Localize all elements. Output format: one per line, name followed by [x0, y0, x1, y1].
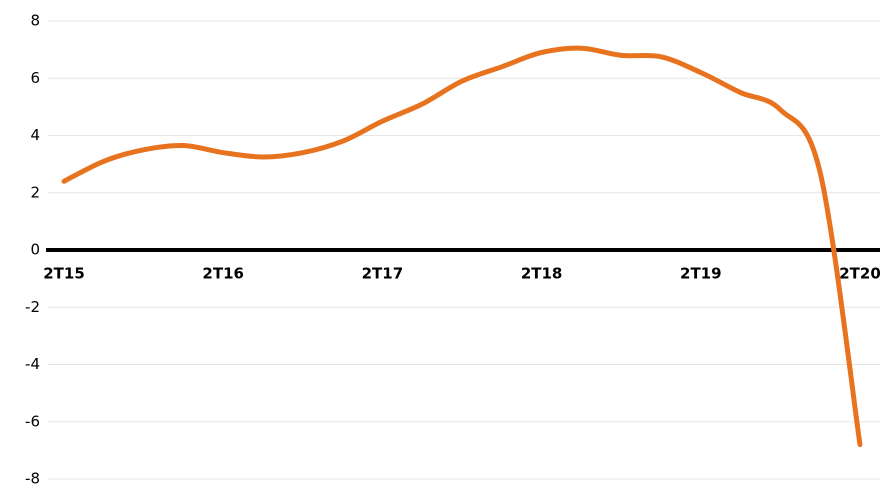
y-tick-label: 6: [30, 69, 40, 87]
line: [61, 45, 863, 448]
y-tick-label: 0: [30, 241, 40, 259]
x-tick-label: 2T20: [839, 265, 881, 283]
x-tick-label: 2T16: [202, 265, 244, 283]
y-tick-label: -8: [25, 470, 40, 486]
x-tick-label: 2T17: [362, 265, 404, 283]
y-tick-label: -2: [25, 298, 40, 316]
y-tick-label: 8: [30, 12, 40, 30]
x-tick-label: 2T18: [521, 265, 563, 283]
y-tick-label: -4: [25, 355, 40, 373]
x-tick-label: 2T15: [43, 265, 85, 283]
x-tick-label: 2T19: [680, 265, 722, 283]
y-tick-label: 4: [30, 126, 40, 144]
y-tick-label: 2: [30, 183, 40, 201]
y-tick-label: -6: [25, 412, 40, 430]
